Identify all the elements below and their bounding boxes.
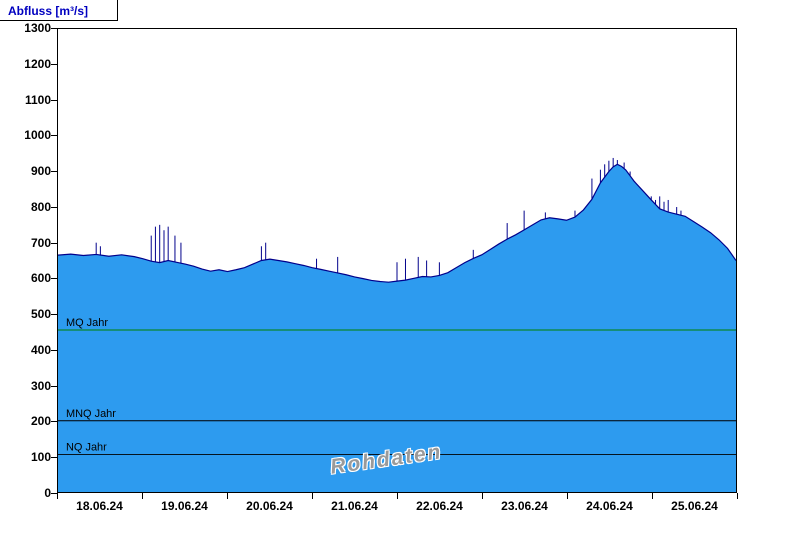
x-tick [57, 493, 58, 499]
y-tick-label: 1000 [24, 128, 51, 142]
y-tick-label: 500 [30, 307, 51, 321]
x-tick [652, 493, 653, 499]
y-tick-label: 400 [30, 343, 51, 357]
svg-text:MNQ Jahr: MNQ Jahr [66, 408, 116, 420]
svg-text:NQ Jahr: NQ Jahr [66, 442, 107, 454]
x-tick-label: 19.06.24 [161, 499, 208, 513]
y-tick-label: 0 [44, 486, 51, 500]
y-tick-label: 100 [30, 450, 51, 464]
y-tick [51, 421, 57, 422]
y-tick [51, 314, 57, 315]
x-tick [227, 493, 228, 499]
y-tick [51, 243, 57, 244]
x-tick [312, 493, 313, 499]
x-tick-label: 20.06.24 [246, 499, 293, 513]
svg-text:MQ Jahr: MQ Jahr [66, 317, 108, 329]
x-tick-label: 24.06.24 [586, 499, 633, 513]
y-tick [51, 350, 57, 351]
y-tick-label: 200 [30, 414, 51, 428]
y-tick-label: 800 [30, 200, 51, 214]
x-tick [737, 493, 738, 499]
x-tick-label: 18.06.24 [76, 499, 123, 513]
x-tick-label: 22.06.24 [416, 499, 463, 513]
y-tick [51, 457, 57, 458]
y-tick-label: 1200 [24, 57, 51, 71]
x-tick-label: 21.06.24 [331, 499, 378, 513]
y-tick-label: 1300 [24, 21, 51, 35]
y-tick-label: 700 [30, 236, 51, 250]
x-tick [142, 493, 143, 499]
y-tick [51, 28, 57, 29]
y-tick-label: 1100 [24, 93, 51, 107]
y-tick-label: 600 [30, 271, 51, 285]
y-tick-label: 300 [30, 379, 51, 393]
y-tick [51, 171, 57, 172]
y-tick [51, 135, 57, 136]
x-tick-label: 25.06.24 [671, 499, 718, 513]
x-tick [397, 493, 398, 499]
x-tick-label: 23.06.24 [501, 499, 548, 513]
y-tick [51, 64, 57, 65]
x-tick [567, 493, 568, 499]
plot-area: MQ Jahr MNQ Jahr NQ Jahr [57, 28, 737, 493]
x-tick [482, 493, 483, 499]
y-tick-label: 900 [30, 164, 51, 178]
y-tick [51, 207, 57, 208]
title-box [0, 0, 118, 21]
y-tick [51, 278, 57, 279]
y-axis-title: Abfluss [m³/s] [8, 4, 89, 18]
y-tick [51, 386, 57, 387]
y-tick [51, 100, 57, 101]
y-tick [51, 493, 57, 494]
